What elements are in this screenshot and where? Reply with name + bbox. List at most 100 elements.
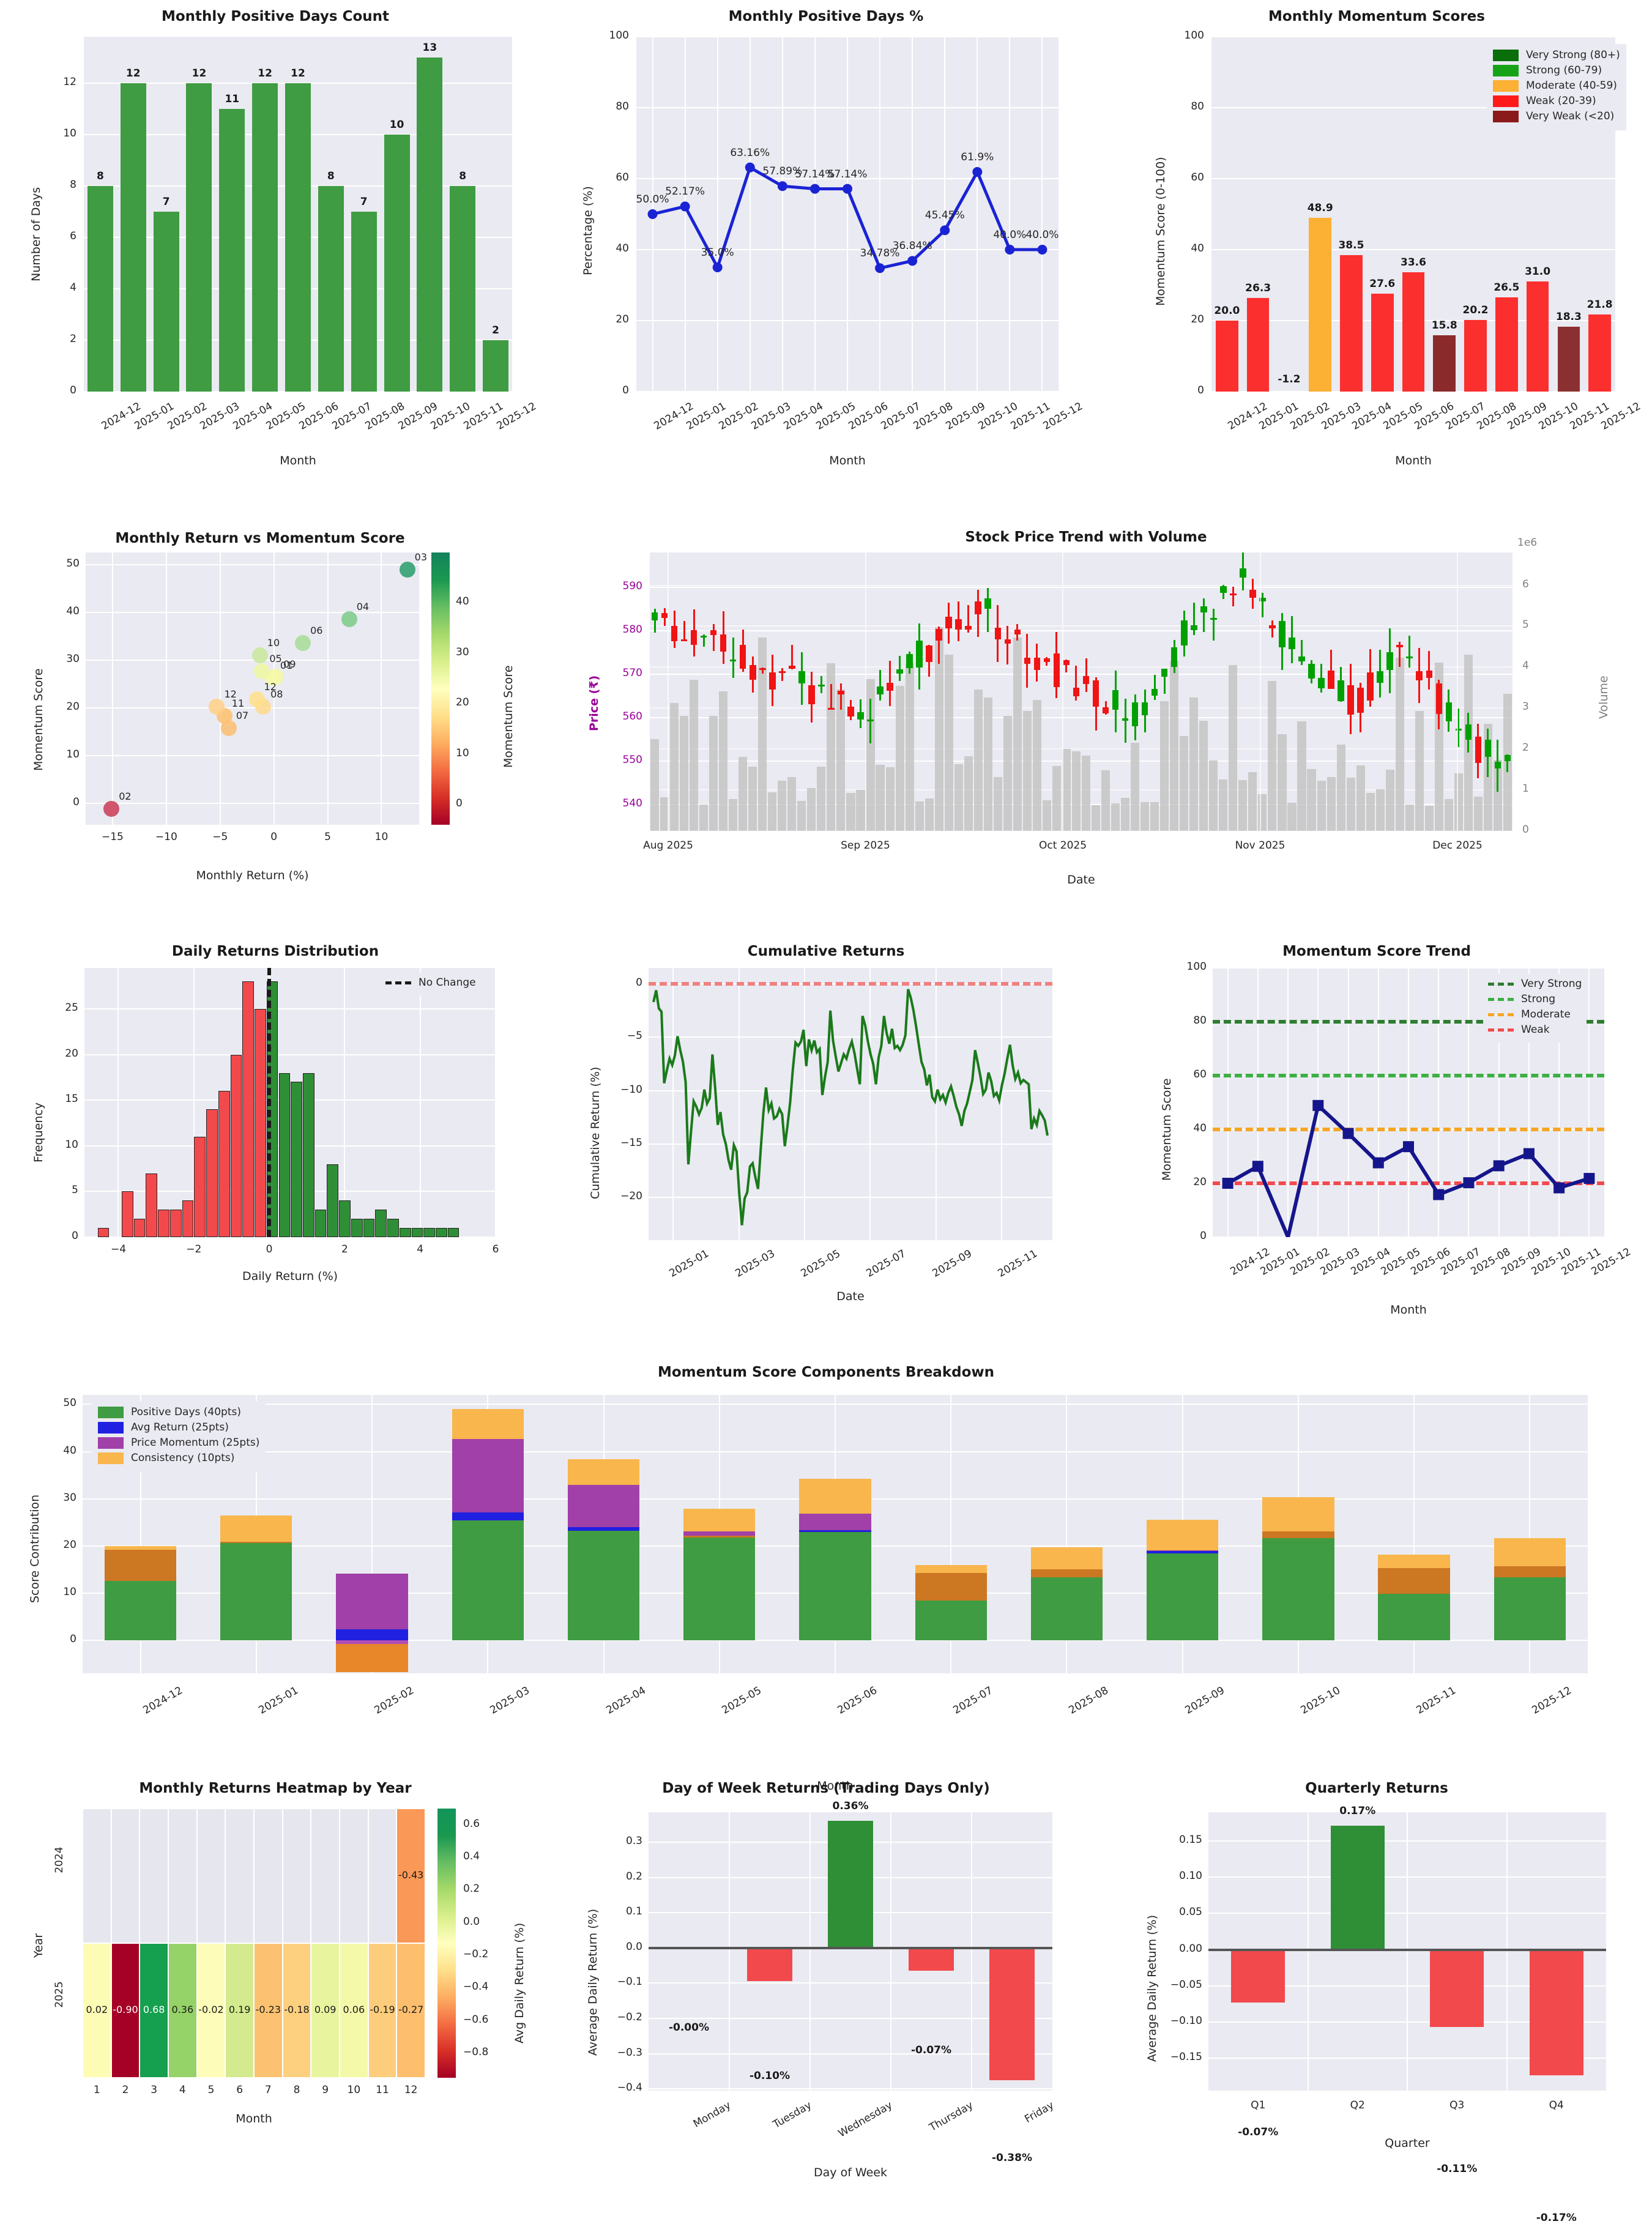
heatmap-cell-value: -0.27 bbox=[398, 2004, 424, 2015]
stack-segment bbox=[220, 1543, 292, 1640]
bar bbox=[1529, 1949, 1583, 2076]
candle-body bbox=[710, 630, 717, 636]
panel-positive-days-pct: Monthly Positive Days % Percentage (%) M… bbox=[551, 0, 1101, 467]
candle-body bbox=[906, 654, 913, 669]
candle-body bbox=[1024, 657, 1031, 664]
gridline-x bbox=[865, 552, 866, 831]
gridline-y2 bbox=[650, 830, 1512, 831]
x-tick-label: Q2 bbox=[1350, 2099, 1365, 2111]
bar bbox=[1371, 293, 1394, 392]
x-tick-label: Nov 2025 bbox=[1235, 839, 1286, 852]
heatmap-col-label: 8 bbox=[293, 2084, 300, 2096]
candle-body bbox=[887, 682, 893, 691]
legend-label: Weak bbox=[1521, 1024, 1550, 1036]
gridline-y bbox=[1211, 107, 1615, 108]
volume-bar bbox=[739, 756, 748, 831]
heatmap-col-label: 5 bbox=[207, 2084, 215, 2096]
bar-value-label: 21.8 bbox=[1587, 298, 1613, 311]
bar-value-label: 11 bbox=[225, 92, 240, 105]
histogram-bin bbox=[314, 1210, 327, 1237]
gridline-x bbox=[716, 37, 718, 392]
x-tick-label: −5 bbox=[212, 831, 228, 843]
legend-label: Strong bbox=[1521, 993, 1556, 1005]
candle-body bbox=[1053, 653, 1060, 688]
heatmap-col-label: 7 bbox=[264, 2084, 272, 2096]
scatter-point bbox=[248, 691, 265, 707]
legend-momentum-score-trend: Very Strong Strong Moderate Weak bbox=[1483, 974, 1587, 1043]
chart-title-monthly-returns-heatmap: Monthly Returns Heatmap by Year bbox=[139, 1780, 412, 1796]
y-tick-label: 0.0 bbox=[625, 1940, 642, 1953]
histogram-bin bbox=[387, 1219, 399, 1237]
gridline-x bbox=[1529, 1395, 1531, 1673]
y-tick-label: −10 bbox=[620, 1083, 642, 1096]
heatmap-cell bbox=[397, 1809, 425, 1943]
y-tick-label: −0.15 bbox=[1170, 2050, 1202, 2063]
volume-bar bbox=[680, 715, 689, 831]
y-axis-label-day-of-week: Average Daily Return (%) bbox=[586, 1908, 600, 2056]
point-value-label: 57.14% bbox=[795, 168, 835, 180]
volume-bar bbox=[787, 776, 797, 831]
stack-segment bbox=[1378, 1593, 1450, 1640]
histogram-bin bbox=[363, 1219, 375, 1237]
gridline-x bbox=[1377, 968, 1379, 1237]
volume-bar bbox=[1444, 798, 1453, 831]
chart-title-momentum-components: Momentum Score Components Breakdown bbox=[657, 1364, 995, 1380]
candle-body bbox=[789, 666, 795, 669]
colorbar-tick-label: −0.2 bbox=[463, 1948, 489, 1960]
x-tick-label: 2024-12 bbox=[141, 1684, 185, 1717]
bar-value-label: 12 bbox=[291, 67, 305, 80]
stack-segment bbox=[1030, 1577, 1103, 1640]
volume-bar bbox=[1160, 701, 1169, 831]
bar-value-label: 7 bbox=[360, 195, 368, 208]
candle-body bbox=[1416, 671, 1423, 680]
gridline-y bbox=[84, 1008, 496, 1010]
candle-body bbox=[828, 707, 835, 710]
heatmap-cell bbox=[311, 1944, 339, 2077]
gridline-x bbox=[1558, 968, 1560, 1237]
y2-axis-label-volume: Volume bbox=[1597, 675, 1610, 719]
candle-body bbox=[1180, 620, 1188, 646]
gridline-y bbox=[650, 630, 1512, 631]
volume-bar bbox=[1199, 721, 1208, 831]
gridline-y bbox=[86, 707, 419, 708]
x-tick-label: Monday bbox=[691, 2099, 733, 2130]
volume-bar bbox=[1317, 781, 1326, 831]
volume-bar bbox=[1032, 699, 1041, 831]
candle-body bbox=[651, 612, 658, 620]
chart-title-quarterly-returns: Quarterly Returns bbox=[1305, 1780, 1448, 1796]
gridline-x bbox=[1347, 968, 1349, 1237]
candle-body bbox=[1073, 688, 1080, 696]
volume-bar bbox=[827, 663, 836, 831]
y-tick-label: 0 bbox=[1200, 1230, 1207, 1242]
bar-value-label: 26.5 bbox=[1494, 281, 1520, 294]
x-tick-label: −15 bbox=[101, 831, 124, 843]
heatmap-cell bbox=[83, 1809, 111, 1943]
legend-item: Weak (20-39) bbox=[1493, 95, 1620, 107]
bar-value-label: 13 bbox=[422, 41, 437, 54]
stack-segment bbox=[220, 1516, 292, 1542]
volume-bar bbox=[729, 798, 738, 831]
bar-value-label: 31.0 bbox=[1525, 266, 1551, 278]
candle-body bbox=[1357, 688, 1364, 713]
colorbar-heatmap bbox=[437, 1809, 456, 2078]
candle-wick bbox=[967, 604, 970, 633]
x-axis-label-cumulative-returns: Date bbox=[836, 1290, 865, 1303]
heatmap-cell-value: -0.23 bbox=[255, 2004, 281, 2015]
x-tick-label: Oct 2025 bbox=[1038, 839, 1087, 852]
stack-segment bbox=[104, 1549, 177, 1581]
heatmap-cell-value: -0.90 bbox=[113, 2004, 138, 2015]
candle-wick bbox=[938, 627, 940, 664]
gridline-x bbox=[749, 37, 751, 392]
gridline-y2 bbox=[650, 666, 1512, 668]
gridline-y bbox=[650, 761, 1512, 762]
scatter-point-label: 09 bbox=[283, 658, 296, 670]
bar-value-label: 7 bbox=[162, 195, 170, 208]
stack-segment bbox=[683, 1537, 756, 1640]
heatmap-cell bbox=[111, 1809, 140, 1943]
y2-tick-label-volume: 4 bbox=[1522, 660, 1529, 672]
stack-segment bbox=[915, 1572, 987, 1601]
gridline-x bbox=[869, 968, 871, 1240]
y-tick-label: 100 bbox=[609, 29, 629, 42]
stack-segment bbox=[567, 1485, 640, 1527]
candle-body bbox=[1318, 677, 1325, 689]
